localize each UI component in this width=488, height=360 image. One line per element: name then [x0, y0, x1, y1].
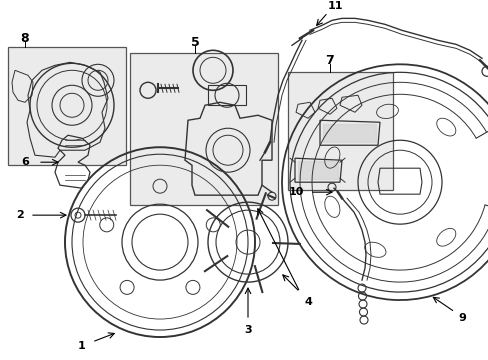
Text: 3: 3: [244, 325, 251, 335]
Text: 2: 2: [16, 210, 24, 220]
Text: 1: 1: [78, 341, 86, 351]
Bar: [8, 47, 126, 165]
Text: 7: 7: [325, 54, 334, 67]
Text: 8: 8: [20, 32, 29, 45]
Polygon shape: [297, 161, 337, 179]
Bar: [207, 85, 245, 105]
Text: 9: 9: [457, 313, 465, 323]
Text: 11: 11: [326, 1, 342, 12]
Polygon shape: [323, 124, 375, 142]
Bar: [287, 72, 392, 190]
Text: 10: 10: [288, 187, 303, 197]
Text: 4: 4: [304, 297, 311, 307]
Text: 5: 5: [190, 36, 199, 49]
Text: 6: 6: [21, 157, 29, 167]
Bar: [130, 53, 278, 205]
